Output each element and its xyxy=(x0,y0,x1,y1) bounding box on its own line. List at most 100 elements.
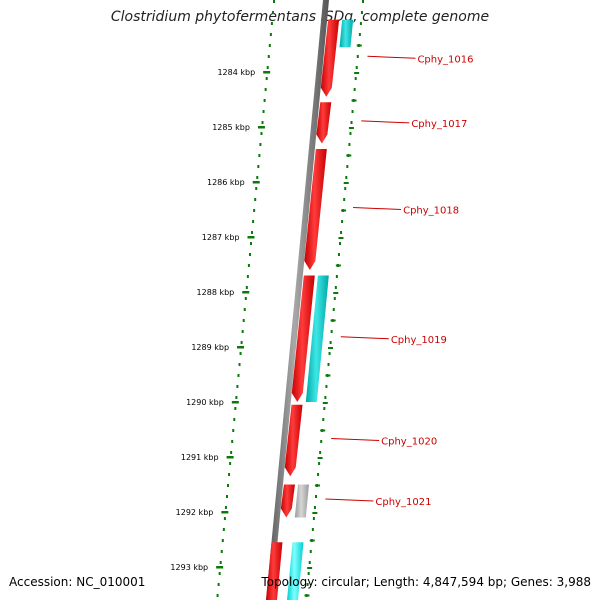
ring-mark-right xyxy=(307,567,313,569)
gene-label-cphy-1018: Cphy_1018 xyxy=(403,206,459,217)
ring-dot-left xyxy=(270,22,273,25)
ring-mark-right xyxy=(343,182,349,184)
ring-dot-left xyxy=(255,187,258,190)
ring-dot-left xyxy=(222,528,225,531)
ring-dot-right xyxy=(350,121,353,124)
ring-dot-left xyxy=(231,440,234,443)
ring-mark-right xyxy=(330,319,336,322)
gene-arrow-cphy-1017 xyxy=(316,102,332,144)
ring-dot-left xyxy=(237,374,240,377)
gene-label-cphy-1019: Cphy_1019 xyxy=(391,335,447,346)
ring-dot-left xyxy=(265,77,268,80)
ring-dot-right xyxy=(348,143,351,146)
genome-title: Clostridium phytofermentans ISDg, comple… xyxy=(110,9,490,25)
ring-dot-right xyxy=(320,440,323,443)
ring-mark-right xyxy=(312,512,318,514)
ring-mark-right xyxy=(346,154,352,157)
ring-dot-right xyxy=(306,583,309,586)
gene-label-cphy-1016: Cphy_1016 xyxy=(417,54,473,65)
ring-dot-right xyxy=(360,11,363,14)
leader-line xyxy=(331,438,380,441)
ring-dot-left xyxy=(236,385,239,388)
ring-mark-right xyxy=(325,374,331,377)
tick-label: 1293 kbp xyxy=(170,563,208,572)
ring-mark-right xyxy=(348,127,354,129)
ring-dot-left xyxy=(269,33,272,36)
ring-dot-right xyxy=(337,253,340,256)
tick-label: 1289 kbp xyxy=(191,343,229,352)
ring-dot-left xyxy=(225,495,228,498)
leader-line xyxy=(353,207,402,210)
gene-box-partner xyxy=(339,19,354,48)
tick-mark xyxy=(242,291,250,294)
ring-dot-right xyxy=(329,341,332,344)
ring-dot-right xyxy=(309,550,312,553)
ring-dot-right xyxy=(308,561,311,564)
ring-dot-left xyxy=(273,0,275,3)
ring-mark-right xyxy=(322,402,328,404)
ring-dot-left xyxy=(264,88,267,91)
tick-label: 1285 kbp xyxy=(212,123,250,132)
topology-text: Topology: circular; Length: 4,847,594 bp… xyxy=(261,575,591,589)
ring-dot-left xyxy=(259,143,262,146)
ring-mark-right xyxy=(341,209,347,212)
genome-backbone xyxy=(266,0,329,600)
ring-dot-left xyxy=(262,110,265,113)
tick-mark xyxy=(247,236,255,239)
ring-dot-right xyxy=(344,187,347,190)
ring-mark-right xyxy=(335,264,341,267)
ring-dot-right xyxy=(327,363,330,366)
ring-mark-right xyxy=(320,429,326,432)
gene-arrow-cphy-1016 xyxy=(320,19,340,97)
gene-box-partner xyxy=(294,484,309,518)
ring-dot-left xyxy=(234,407,237,410)
tick-mark xyxy=(221,511,229,514)
ring-dot-left xyxy=(268,44,271,47)
ring-dot-left xyxy=(224,506,227,509)
ring-dot-right xyxy=(358,33,361,36)
ring-dot-right xyxy=(322,418,325,421)
ring-dot-left xyxy=(247,264,250,267)
ring-mark-right xyxy=(354,72,360,74)
leader-line xyxy=(340,336,389,340)
ring-dot-left xyxy=(254,198,257,201)
tick-label: 1284 kbp xyxy=(217,68,255,77)
tick-mark xyxy=(263,71,271,74)
ring-dot-left xyxy=(253,209,256,212)
ring-dot-left xyxy=(246,275,249,278)
ring-dot-right xyxy=(351,110,354,113)
ring-mark-right xyxy=(351,99,357,102)
ring-dot-right xyxy=(330,330,333,333)
ring-dot-left xyxy=(221,539,224,542)
ring-dot-right xyxy=(340,231,343,234)
ring-dot-right xyxy=(307,572,310,575)
ring-dot-right xyxy=(325,385,328,388)
ring-dot-right xyxy=(335,275,338,278)
gene-box-partner xyxy=(287,542,304,600)
ring-mark-right xyxy=(338,237,344,239)
ring-dot-left xyxy=(267,55,270,58)
ring-dot-right xyxy=(346,165,349,168)
ring-dot-right xyxy=(314,495,317,498)
ring-dot-right xyxy=(349,132,352,135)
ring-mark-right xyxy=(356,44,362,47)
ring-dot-right xyxy=(362,0,364,3)
ring-dot-left xyxy=(228,473,231,476)
ring-dot-right xyxy=(313,506,316,509)
ring-dot-left xyxy=(219,561,222,564)
ring-mark-right xyxy=(309,539,315,542)
leader-line xyxy=(325,498,374,502)
tick-label: 1290 kbp xyxy=(186,398,224,407)
ring-mark-right xyxy=(314,484,320,487)
gene-arrow-cphy-1020 xyxy=(284,404,303,477)
gene-arrow-cphy-1021 xyxy=(280,484,295,518)
ring-dot-right xyxy=(334,286,337,289)
ring-dot-left xyxy=(233,418,236,421)
ring-dot-right xyxy=(332,308,335,311)
tick-mark xyxy=(252,181,260,184)
ring-dot-right xyxy=(318,462,321,465)
ring-dot-left xyxy=(244,297,247,300)
ring-dot-left xyxy=(271,11,274,14)
